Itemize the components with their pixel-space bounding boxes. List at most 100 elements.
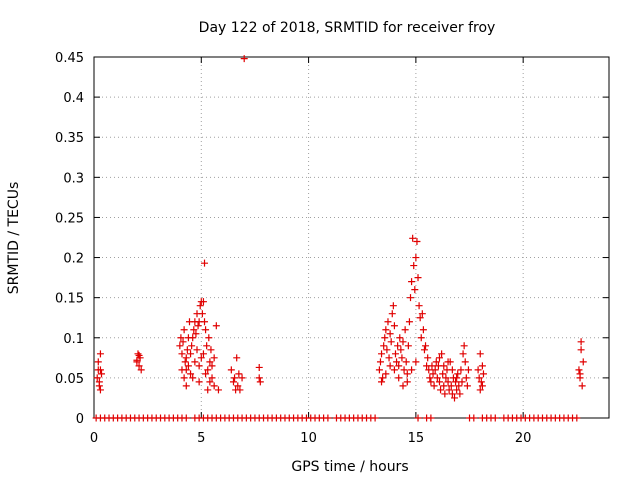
data-point [204,386,212,394]
data-point [388,310,396,318]
data-point [410,262,418,270]
data-point [408,366,416,374]
data-point [395,362,403,370]
data-point [96,350,104,358]
data-point [182,414,190,422]
data-point [95,378,103,386]
x-tick-label: 10 [300,431,317,446]
data-point [231,374,239,382]
data-point [96,386,104,394]
data-point [460,342,468,350]
data-point [477,378,485,386]
x-tick-label: 15 [408,431,425,446]
data-point [424,354,432,362]
data-point [398,354,406,362]
data-point [399,338,407,346]
data-point [381,334,389,342]
data-point [240,55,248,63]
data-point [475,374,483,382]
data-point [189,334,197,342]
data-point [407,294,415,302]
data-point [192,330,200,338]
data-point [182,354,190,362]
data-point [202,326,210,334]
data-point [383,346,391,354]
data-point [214,386,222,394]
data-point [206,358,214,366]
data-point [193,346,201,354]
data-point [201,318,209,326]
data-point [478,382,486,390]
data-point [459,350,467,358]
data-point [180,374,188,382]
data-point [255,363,263,371]
data-point [431,366,439,374]
data-point [238,374,246,382]
data-point [378,378,386,386]
data-point [451,394,458,402]
data-point [384,318,392,326]
data-point [448,366,456,374]
data-point [408,278,416,286]
data-point [382,326,390,334]
x-tick-label: 5 [197,431,205,446]
data-point [134,350,142,358]
data-point [396,334,404,342]
data-point [425,366,433,374]
data-point [573,414,581,422]
data-point [195,378,203,386]
data-point [387,338,395,346]
data-point [457,366,465,374]
data-point [426,374,434,382]
data-point [401,326,409,334]
data-point [393,358,401,366]
data-point [378,350,386,358]
data-point [435,354,443,362]
data-point [447,382,455,390]
data-point [458,378,466,386]
data-point [94,358,102,366]
data-point [176,342,184,350]
data-point [414,274,422,282]
data-point [442,374,450,382]
data-point [390,366,398,374]
data-point [208,374,216,382]
data-point [178,366,186,374]
data-point [413,238,421,246]
y-tick-label: 0.05 [55,372,84,387]
data-point [414,414,422,422]
data-point [441,390,449,398]
data-point [463,382,471,390]
y-axis-title: SRMTID / TECUs [6,182,22,295]
data-point [439,370,447,378]
data-point [203,342,211,350]
data-point [395,374,403,382]
data-point [444,358,452,366]
data-point [386,330,394,338]
data-point [199,298,207,306]
x-axis-title: GPS time / hours [291,459,408,475]
data-point [386,362,394,370]
data-point [437,386,445,394]
data-point [440,382,448,390]
data-point [430,382,438,390]
data-point [390,322,398,330]
data-point [181,358,189,366]
data-point [454,370,462,378]
data-point [474,366,482,374]
y-tick-label: 0.3 [63,171,84,186]
data-point [579,358,587,366]
data-point [404,342,412,350]
data-point [427,414,435,422]
y-tick-label: 0.45 [55,51,84,66]
data-point [376,358,384,366]
y-tick-label: 0 [76,412,84,427]
axis-ticks: 0 0.05 0.1 0.15 0.2 0.25 0.3 0.35 0.4 0.45 0 5 10 15 2… [55,51,609,446]
data-point [385,354,393,362]
data-point [429,370,437,378]
data-point [371,414,379,422]
x-tick-label: 0 [90,431,98,446]
data-point [577,346,585,354]
data-point [177,334,185,342]
data-point [577,338,585,346]
